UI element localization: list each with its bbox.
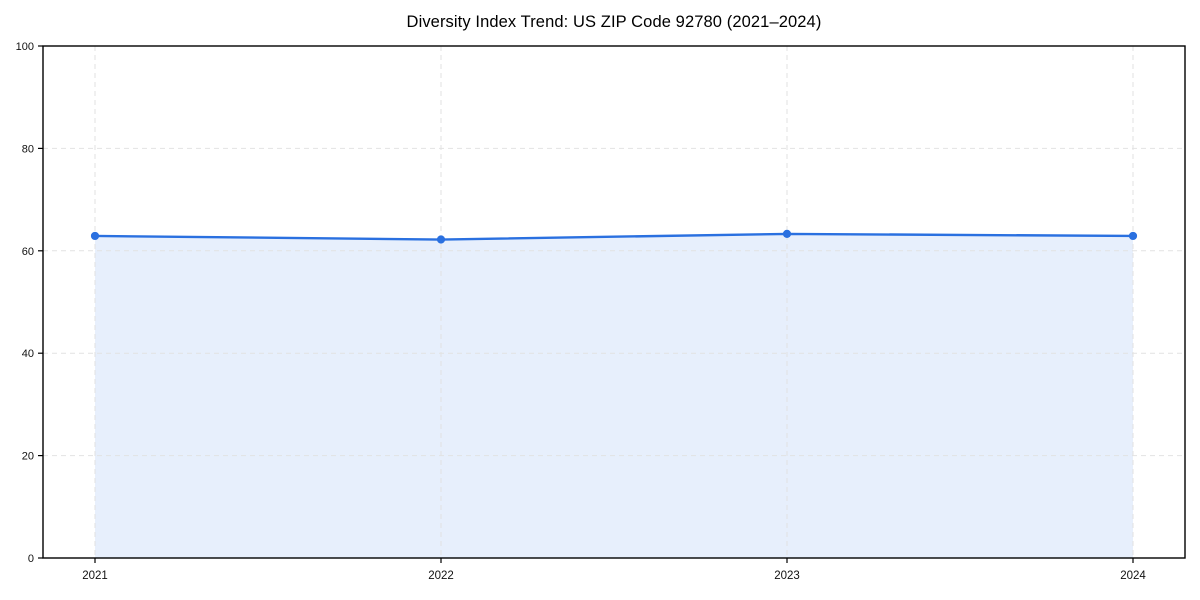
y-tick-label: 60: [22, 246, 34, 258]
x-tick-label: 2023: [774, 570, 800, 582]
x-tick-label: 2024: [1120, 570, 1146, 582]
data-point-2021: [90, 231, 100, 241]
plot-border: [42, 45, 1186, 559]
y-tick-label: 40: [22, 348, 34, 360]
trend-line: [93, 232, 1135, 241]
x-tick-label: 2022: [428, 570, 454, 582]
y-tick-label: 100: [16, 41, 34, 53]
x-tick-label: 2021: [82, 570, 108, 582]
y-tick-label: 80: [22, 143, 34, 155]
area-fill: [95, 233, 1133, 559]
data-point-2022: [436, 235, 446, 244]
data-point-2023: [782, 229, 792, 239]
chart-title: Diversity Index Trend: US ZIP Code 92780…: [406, 13, 822, 31]
y-tick-label: 0: [28, 553, 34, 565]
y-tick-label: 20: [22, 451, 34, 463]
data-point-2024: [1128, 231, 1138, 241]
